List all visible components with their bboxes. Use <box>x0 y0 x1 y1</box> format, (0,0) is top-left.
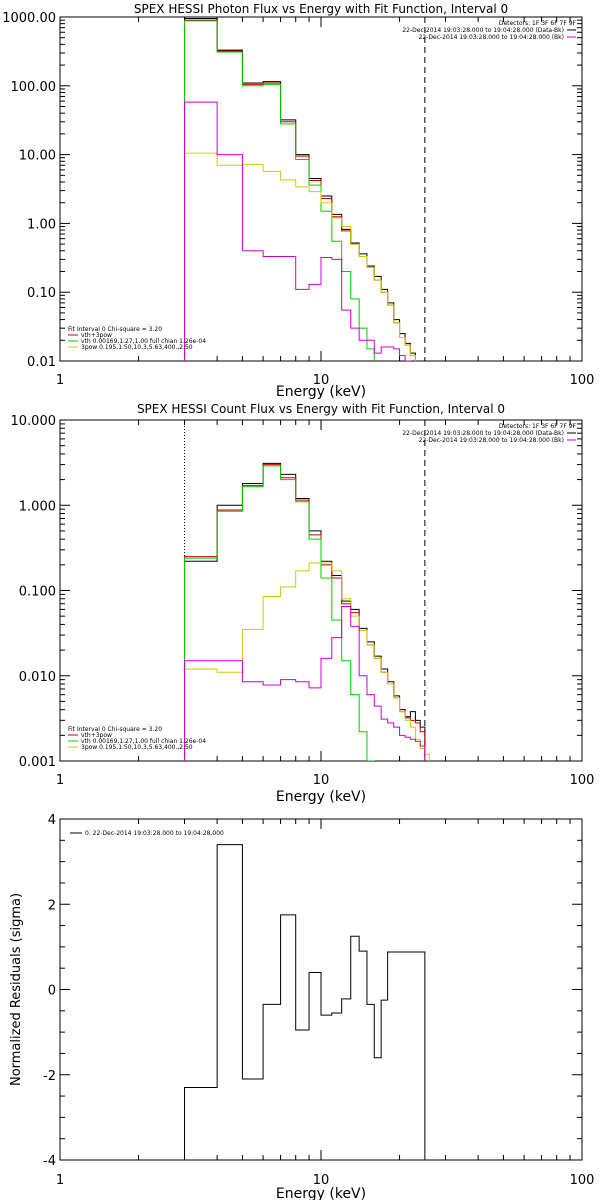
y-tick-label: 1000.00 <box>2 11 56 26</box>
x-tick-label: 1 <box>56 1173 64 1188</box>
y-tick-label: -2 <box>43 1069 56 1084</box>
chart-panel-2: SPEX HESSI Count Flux vs Energy with Fit… <box>11 402 595 805</box>
y-tick-label: 1.00 <box>27 217 56 232</box>
info-line-1: Detectors: 1F 3F 6F 7F 9F <box>499 423 577 430</box>
y-tick-label: 10.000 <box>11 414 57 429</box>
legend-entry-4: 3pow 0.195,1.50,10.3,5.63,400.,2.50 <box>81 744 193 751</box>
series-5-histogram <box>184 101 411 361</box>
y-tick-label: 0.10 <box>27 286 56 301</box>
y-tick-label: 0.001 <box>19 755 56 770</box>
legend-entry-4: 3pow 0.195,1.50,10.3,5.63,400.,2.50 <box>81 344 193 351</box>
chart-panel-1: SPEX HESSI Photon Flux vs Energy with Fi… <box>2 2 595 400</box>
info-line-2: 22-Dec-2014 19:03:28.000 to 19:04:28.000… <box>402 27 564 34</box>
series-1-histogram <box>184 18 421 361</box>
series-2-histogram <box>184 19 416 361</box>
legend-entry-3: vth 0.00169,1.27,1.00 full chian 1.26e-0… <box>81 738 206 745</box>
legend-entry-3: vth 0.00169,1.27,1.00 full chian 1.26e-0… <box>81 338 206 345</box>
x-tick-label: 10 <box>313 773 330 788</box>
x-tick-label: 100 <box>570 373 595 388</box>
y-tick-label: 0 <box>48 984 56 999</box>
y-tick-label: 0.010 <box>19 670 56 685</box>
legend-title: Fit Interval 0 Chi-square = 3.20 <box>68 726 162 733</box>
x-axis-label: Energy (keV) <box>276 1186 366 1200</box>
x-tick-label: 1 <box>56 773 64 788</box>
legend-entry-2: vth+3pow <box>81 732 112 739</box>
y-tick-label: 0.01 <box>27 355 56 370</box>
legend-title: Fit Interval 0 Chi-square = 3.20 <box>68 326 162 333</box>
series-3-histogram <box>184 465 375 761</box>
series-1-histogram <box>184 844 426 1160</box>
y-axis-label: Normalized Residuals (sigma) <box>9 893 24 1086</box>
plot-frame <box>59 419 583 762</box>
x-tick-label: 1 <box>56 373 64 388</box>
series-4-histogram <box>184 152 416 361</box>
y-tick-label: 10.00 <box>19 149 56 164</box>
chart-panel-3: 1 10 100 -4 -2 0 2 4 Energy (keV) Normalized Resi… <box>9 813 594 1200</box>
info-line-1: Detectors: 1F 3F 6F 7F 9F <box>499 20 577 27</box>
y-tick-label: 4 <box>48 813 56 828</box>
chart-title: SPEX HESSI Photon Flux vs Energy with Fi… <box>134 2 508 16</box>
data-series-group <box>184 18 421 361</box>
info-line-2: 22-Dec-2014 19:03:28.000 to 19:04:28.000… <box>402 430 564 437</box>
legend-entry-2: vth+3pow <box>81 332 112 339</box>
info-line-3: 22-Dec-2014 19:03:28.000 to 19:04:28.000… <box>419 437 564 444</box>
y-tick-label: 2 <box>48 898 56 913</box>
chart-title: SPEX HESSI Count Flux vs Energy with Fit… <box>137 402 505 416</box>
x-tick-label: 10 <box>313 1173 330 1188</box>
y-tick-label: 1.000 <box>19 499 56 514</box>
data-series-group <box>184 844 426 1160</box>
series-3-histogram <box>184 20 375 361</box>
x-axis-label: Energy (keV) <box>276 384 366 400</box>
legend-entry-residual: 0. 22-Dec-2014 19:03:28.000 to 19:04:28.… <box>85 830 224 837</box>
data-series-group <box>184 462 430 761</box>
series-1-histogram <box>184 462 426 761</box>
y-tick-label: -4 <box>43 1154 56 1169</box>
info-line-3: 22-Dec-2014 19:03:28.000 to 19:04:28.000… <box>419 34 564 41</box>
y-tick-label: 100.00 <box>11 80 57 95</box>
y-tick-label: 0.100 <box>19 585 56 600</box>
x-axis-label: Energy (keV) <box>276 789 366 805</box>
x-tick-label: 10 <box>313 373 330 388</box>
series-2-histogram <box>184 464 426 761</box>
x-tick-label: 100 <box>570 1173 595 1188</box>
x-tick-label: 100 <box>570 773 595 788</box>
series-5-histogram <box>184 605 426 761</box>
